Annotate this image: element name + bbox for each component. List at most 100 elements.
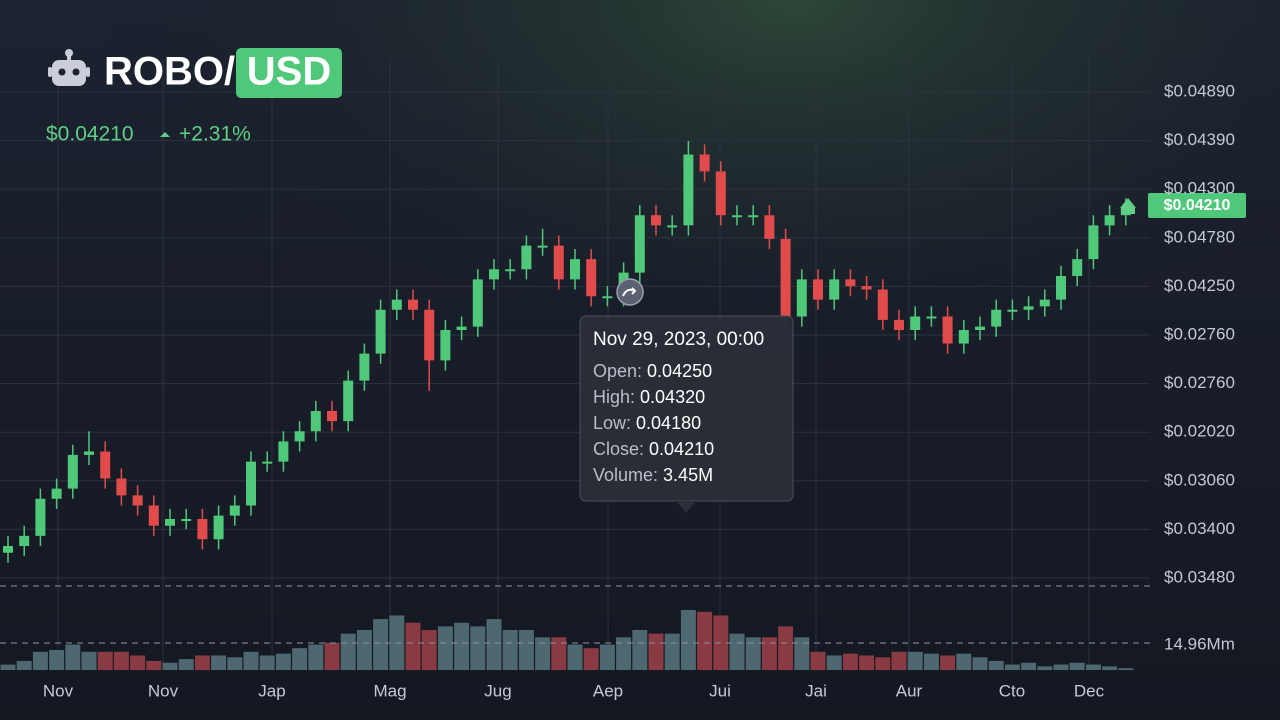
- volume-bar: [551, 637, 567, 670]
- candle-body: [197, 519, 208, 540]
- volume-bar: [292, 648, 308, 670]
- candle-body: [408, 299, 418, 310]
- volume-bar: [1118, 668, 1134, 670]
- candle-body: [602, 296, 613, 299]
- volume-bar: [502, 630, 518, 670]
- candle-body: [148, 505, 159, 526]
- tooltip-label: Volume:: [593, 465, 658, 485]
- volume-bar: [0, 664, 16, 670]
- volume-bar: [373, 619, 389, 670]
- volume-bar: [81, 651, 97, 670]
- volume-bar: [421, 630, 437, 670]
- marker-icon: [622, 287, 637, 297]
- candle-body: [537, 245, 548, 248]
- volume-bar: [859, 655, 875, 670]
- candle-body: [764, 215, 775, 239]
- volume-bar: [648, 633, 664, 670]
- candle-body: [699, 154, 710, 172]
- volume-bar: [227, 657, 243, 670]
- x-label: Nov: [43, 681, 74, 700]
- candle-body: [343, 380, 354, 422]
- volume-bar: [130, 655, 146, 670]
- volume-bar: [1021, 662, 1037, 670]
- volume-bar: [308, 644, 324, 670]
- candle-body: [570, 259, 580, 280]
- candle-body: [213, 515, 224, 540]
- volume-label: 14.96Mm: [1164, 634, 1235, 653]
- candle-body: [505, 269, 516, 272]
- volume-bar: [16, 660, 32, 670]
- volume-bar: [470, 626, 486, 670]
- volume-bar: [178, 659, 194, 670]
- candle-body: [829, 279, 840, 300]
- volume-bar: [583, 648, 599, 670]
- x-label: Cto: [999, 681, 1025, 700]
- symbol: ROBO/: [104, 50, 235, 94]
- volume-bar: [259, 655, 275, 670]
- price: $0.04210: [46, 123, 134, 146]
- tooltip-value: 0.04320: [640, 387, 705, 407]
- candle-body: [975, 326, 985, 330]
- x-label: Aep: [593, 681, 623, 700]
- candle-body: [553, 245, 564, 280]
- candle-body: [229, 505, 240, 516]
- candle-body: [1056, 276, 1066, 300]
- candle-body: [3, 546, 13, 553]
- volume-bar: [535, 637, 551, 670]
- candle-body: [424, 309, 435, 361]
- volume-bar: [97, 651, 113, 670]
- candle-body: [67, 454, 78, 489]
- volume-bar: [616, 637, 632, 670]
- candle-body: [732, 215, 742, 218]
- crosshair-marker[interactable]: [616, 278, 644, 306]
- candle-body: [181, 519, 192, 521]
- volume-bar: [697, 611, 713, 670]
- price-arrow: [1121, 208, 1135, 214]
- candle-body: [926, 316, 937, 319]
- volume-bar: [972, 657, 988, 670]
- candle-body: [116, 478, 127, 496]
- volume-bar: [113, 651, 129, 670]
- volume-bar: [211, 655, 227, 670]
- volume-bar: [454, 622, 470, 670]
- candle-body: [1007, 309, 1018, 312]
- candle-body: [100, 451, 111, 479]
- candle-body: [327, 411, 337, 422]
- volume-bar: [437, 626, 453, 670]
- candle-body: [942, 316, 953, 344]
- candle-body: [1039, 299, 1050, 307]
- candle-body: [456, 326, 467, 330]
- x-label: Nov: [148, 681, 179, 700]
- candle-body: [84, 451, 94, 455]
- volume-bar: [1053, 664, 1069, 670]
- candle-body: [489, 269, 499, 280]
- candle-body: [1072, 259, 1083, 276]
- tooltip-label: Open:: [593, 361, 642, 381]
- volume-bar: [956, 653, 972, 670]
- volume-bar: [826, 655, 842, 670]
- volume-bar: [664, 633, 680, 670]
- volume-bar: [405, 622, 421, 670]
- volume-bar: [486, 619, 502, 670]
- candle-body: [586, 259, 597, 297]
- candle-body: [1088, 225, 1099, 260]
- price-label: $0.04890: [1164, 81, 1235, 100]
- candle-body: [715, 171, 726, 216]
- price-label: $0.02760: [1164, 373, 1235, 392]
- volume-bar: [49, 650, 65, 670]
- volume-bar: [794, 637, 810, 670]
- volume-bar: [599, 644, 615, 670]
- tooltip-value: 0.04250: [647, 361, 712, 381]
- x-label: Jai: [805, 681, 827, 700]
- candle-body: [894, 319, 904, 330]
- x-label: Aur: [896, 681, 923, 700]
- volume-bar: [632, 630, 648, 670]
- tooltip-value: 0.04180: [636, 413, 701, 433]
- candle-body: [910, 316, 921, 330]
- volume-bar: [32, 651, 48, 670]
- price-arrow: [1120, 198, 1136, 208]
- candle-body: [1023, 306, 1034, 310]
- candle-body: [796, 279, 807, 317]
